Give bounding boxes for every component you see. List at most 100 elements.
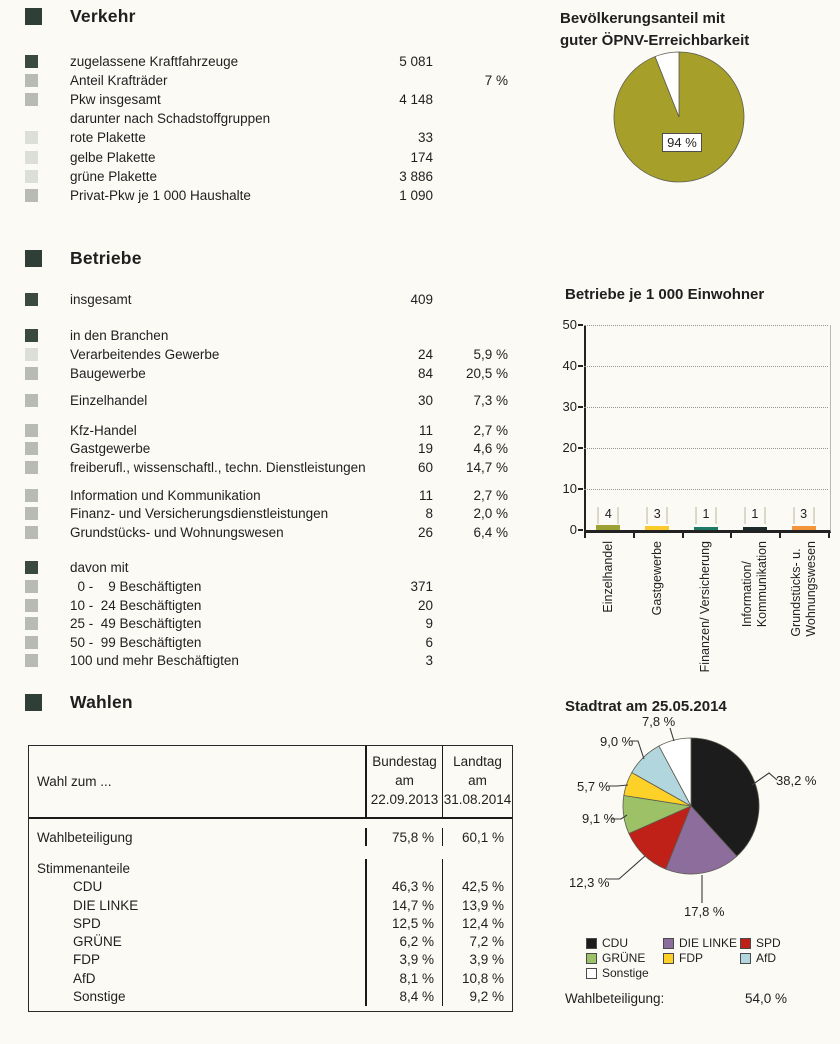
section-title-verkehr: Verkehr bbox=[70, 6, 136, 26]
table-header-row: Wahl zum ... Bundestag am 22.09.2013 Lan… bbox=[29, 746, 512, 819]
table-row: CDU 46,3 % 42,5 % bbox=[29, 877, 512, 896]
row-label: 100 und mehr Beschäftigten bbox=[70, 653, 239, 669]
legend-label: FDP bbox=[679, 951, 703, 965]
stat-row: Verarbeitendes Gewerbe 24 5,9 % bbox=[25, 345, 508, 364]
table-cell-bundestag: 8,4 % bbox=[365, 987, 442, 1006]
row-value: 409 bbox=[410, 291, 433, 307]
row-label: insgesamt bbox=[70, 291, 132, 307]
table-row: FDP 3,9 % 3,9 % bbox=[29, 950, 512, 970]
table-row: Stimmenanteile bbox=[29, 859, 512, 878]
stat-row: rote Plakette 33 bbox=[25, 128, 508, 147]
row-label: Pkw insgesamt bbox=[70, 92, 161, 108]
row-bullet-icon bbox=[25, 93, 38, 107]
betriebe-group: davon mit 0 - 9 Beschäftigten 371 10 - 24 … bbox=[25, 559, 508, 671]
stat-row: Privat-Pkw je 1 000 Haushalte 1 090 bbox=[25, 186, 508, 205]
row-label: Anteil Krafträder bbox=[70, 73, 168, 89]
table-row-label: FDP bbox=[73, 952, 100, 968]
betriebe-group: in den Branchen Verarbeitendes Gewerbe 24 5… bbox=[25, 327, 508, 383]
y-axis-label: 30 bbox=[562, 399, 577, 414]
x-axis-label: Gastgewerbe bbox=[649, 541, 664, 616]
table-cell-bundestag: 12,5 % bbox=[365, 914, 442, 933]
row-label: Finanz- und Versicherungsdienstleistunge… bbox=[70, 506, 329, 522]
legend-label: GRÜNE bbox=[602, 951, 646, 965]
row-bullet-icon bbox=[25, 292, 38, 306]
stat-row: Information und Kommunikation 11 2,7 % bbox=[25, 486, 508, 505]
table-row-label: SPD bbox=[73, 915, 101, 931]
row-label: davon mit bbox=[70, 560, 129, 576]
table-cell-landtag: 3,9 % bbox=[442, 950, 512, 970]
row-bullet-icon bbox=[25, 598, 38, 612]
table-cell-landtag: 60,1 % bbox=[442, 828, 512, 847]
table-row-label: DIE LINKE bbox=[73, 897, 139, 913]
row-value: 1 090 bbox=[399, 187, 433, 203]
row-bullet-icon bbox=[25, 188, 38, 202]
stat-row: grüne Plakette 3 886 bbox=[25, 167, 508, 186]
y-axis-tick bbox=[578, 324, 583, 326]
section-bullet-icon bbox=[25, 250, 42, 267]
pie-slice-DIE LINKE bbox=[665, 805, 738, 875]
x-axis-tick bbox=[828, 533, 830, 538]
table-cell-landtag: 10,8 % bbox=[442, 969, 512, 988]
row-percent: 20,5 % bbox=[465, 365, 508, 381]
betriebe-rows: insgesamt 409 in den Branchen Verarbeitende… bbox=[25, 290, 508, 670]
y-axis-label: 40 bbox=[562, 358, 577, 373]
section-verkehr: Verkehr bbox=[25, 6, 136, 27]
legend-label: CDU bbox=[602, 936, 628, 950]
row-value: 26 bbox=[417, 524, 433, 540]
stat-row: Baugewerbe 84 20,5 % bbox=[25, 364, 508, 383]
stat-row: Grundstücks- und Wohnungswesen 26 6,4 % bbox=[25, 523, 508, 542]
elections-table: Wahl zum ... Bundestag am 22.09.2013 Lan… bbox=[28, 745, 513, 1012]
table-row: Wahlbeteiligung 75,8 % 60,1 % bbox=[29, 828, 512, 847]
row-value: 371 bbox=[410, 578, 433, 594]
row-percent: 6,4 % bbox=[473, 524, 508, 540]
table-cell-landtag: 7,2 % bbox=[442, 932, 512, 951]
stat-row: Finanz- und Versicherungsdienstleistunge… bbox=[25, 504, 508, 523]
row-label: Information und Kommunikation bbox=[70, 487, 261, 503]
table-row-label: Stimmenanteile bbox=[37, 860, 131, 876]
row-label: Kfz-Handel bbox=[70, 422, 137, 438]
stat-row: Kfz-Handel 11 2,7 % bbox=[25, 421, 508, 440]
row-value: 174 bbox=[410, 149, 433, 165]
x-axis-label-cell: Einzelhandel bbox=[584, 541, 633, 613]
stat-row: insgesamt 409 bbox=[25, 290, 508, 309]
row-value: 19 bbox=[417, 441, 433, 457]
table-cell-bundestag bbox=[365, 859, 442, 878]
row-bullet-icon bbox=[25, 112, 38, 125]
row-value: 3 886 bbox=[399, 168, 433, 184]
x-axis-tick bbox=[632, 533, 635, 538]
row-bullet-icon bbox=[25, 525, 38, 539]
stat-row: 25 - 49 Beschäftigten 9 bbox=[25, 614, 508, 633]
pie-leader-line bbox=[607, 855, 646, 880]
x-axis-label-cell: Grundstücks- u. Wohnungswesen bbox=[779, 541, 828, 637]
x-axis-label-cell: Finanzen/ Versicherung bbox=[682, 541, 731, 672]
row-bullet-icon bbox=[25, 460, 38, 474]
pie-slice-label: 38,2 % bbox=[776, 773, 817, 788]
table-cell-bundestag: 8,1 % bbox=[365, 969, 442, 988]
pie-slice-label: 9,0 % bbox=[600, 734, 634, 749]
stat-row: Pkw insgesamt 4 148 bbox=[25, 90, 508, 109]
row-bullet-icon bbox=[25, 507, 38, 521]
row-value: 8 bbox=[425, 506, 433, 522]
y-axis-label: 50 bbox=[562, 317, 577, 332]
stat-row: 50 - 99 Beschäftigten 6 bbox=[25, 633, 508, 652]
turnout-label: Wahlbeteiligung: bbox=[565, 991, 665, 1006]
betriebe-group: Information und Kommunikation 11 2,7 % Fina… bbox=[25, 486, 508, 542]
row-label: Baugewerbe bbox=[70, 365, 146, 381]
y-axis-label: 20 bbox=[562, 440, 577, 455]
pie-slice-CDU bbox=[690, 737, 760, 857]
row-value: 33 bbox=[417, 130, 433, 146]
row-bullet-icon bbox=[25, 579, 38, 593]
stat-row: in den Branchen bbox=[25, 327, 508, 346]
table-colheader-bundestag: Bundestag am 22.09.2013 bbox=[365, 746, 442, 817]
row-label: Verarbeitendes Gewerbe bbox=[70, 346, 220, 362]
pie-slice-label: 12,3 % bbox=[569, 875, 610, 890]
stat-row: davon mit bbox=[25, 559, 508, 578]
stat-row: zugelassene Kraftfahrzeuge 5 081 bbox=[25, 52, 508, 71]
pie-slice-label: 17,8 % bbox=[684, 904, 725, 919]
legend-label: Sonstige bbox=[602, 966, 649, 980]
x-axis-label: Einzelhandel bbox=[600, 541, 615, 613]
table-cell-bundestag: 46,3 % bbox=[365, 877, 442, 896]
legend-item: CDU bbox=[586, 936, 628, 950]
table-cell-landtag: 42,5 % bbox=[442, 877, 512, 896]
row-label: 0 - 9 Beschäftigten bbox=[70, 578, 202, 594]
